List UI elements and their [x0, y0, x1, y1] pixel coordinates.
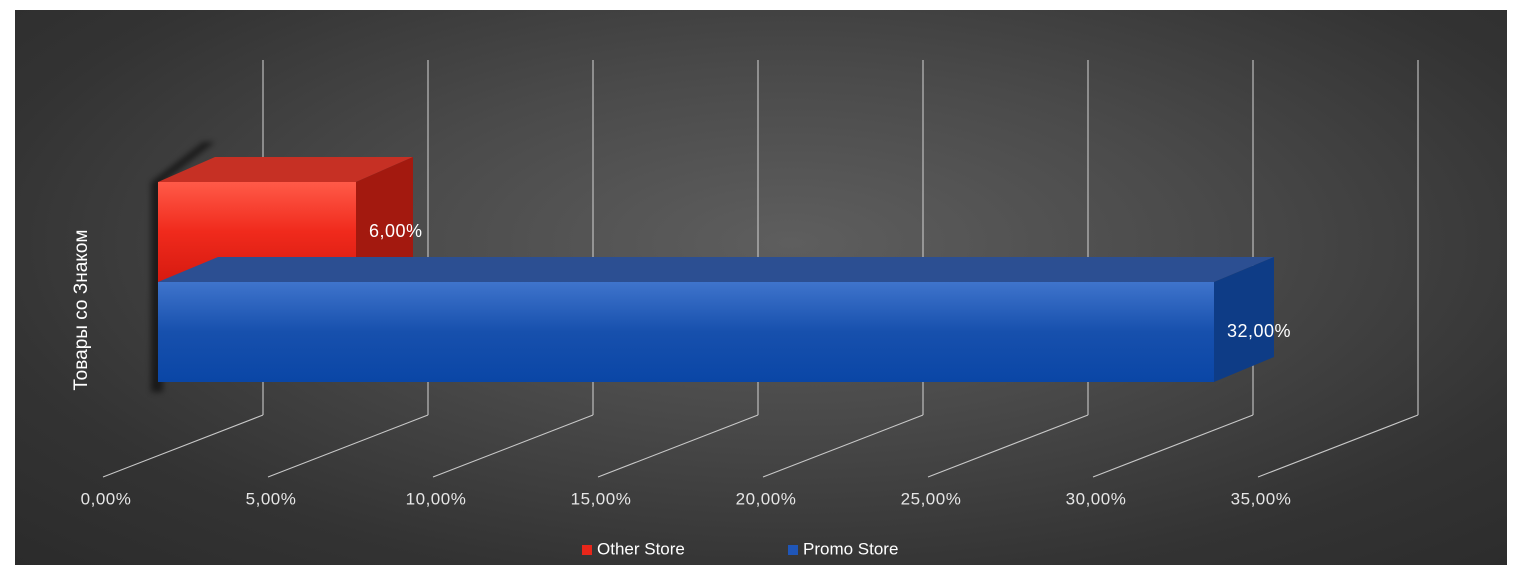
x-tick-label: 10,00%	[406, 489, 467, 508]
bar-side-face	[356, 157, 413, 282]
legend-label: Promo Store	[803, 539, 898, 558]
bar-promo-store: 32,00%	[158, 257, 1291, 382]
chart-area: 6,00% 32,00% 0,00% 5,00% 10,00% 15,00% 20,00%…	[15, 10, 1507, 565]
category-label: Товары со Знаком	[71, 230, 92, 391]
legend-swatch	[788, 545, 798, 555]
x-tick-label: 15,00%	[571, 489, 632, 508]
bar-front-face	[158, 282, 1214, 382]
bar-top-face	[158, 157, 413, 182]
gridline-floor	[1257, 414, 1419, 478]
gridline-floor	[267, 414, 429, 478]
bar-chart: 6,00% 32,00% 0,00% 5,00% 10,00% 15,00% 20,00%…	[71, 60, 1419, 558]
gridline-floor	[597, 414, 759, 478]
gridline-floor	[1092, 414, 1254, 478]
x-tick-label: 0,00%	[81, 489, 132, 508]
gridline-floor	[102, 414, 264, 478]
x-tick-label: 5,00%	[246, 489, 297, 508]
data-label: 6,00%	[369, 221, 423, 241]
bar-side-face	[1214, 257, 1274, 382]
data-label: 32,00%	[1227, 321, 1291, 341]
gridline-floor	[762, 414, 924, 478]
x-tick-label: 25,00%	[901, 489, 962, 508]
gridline-floor	[432, 414, 594, 478]
x-tick-label: 30,00%	[1066, 489, 1127, 508]
legend-swatch	[582, 545, 592, 555]
gridline-floor	[927, 414, 1089, 478]
chart-wall	[151, 142, 215, 392]
legend-label: Other Store	[597, 539, 685, 558]
legend-item-promo-store: Promo Store	[788, 539, 898, 558]
bar-top-face	[158, 257, 1274, 282]
x-tick-label: 35,00%	[1231, 489, 1292, 508]
legend: Other Store Promo Store	[582, 539, 898, 558]
legend-item-other-store: Other Store	[582, 539, 685, 558]
x-tick-label: 20,00%	[736, 489, 797, 508]
